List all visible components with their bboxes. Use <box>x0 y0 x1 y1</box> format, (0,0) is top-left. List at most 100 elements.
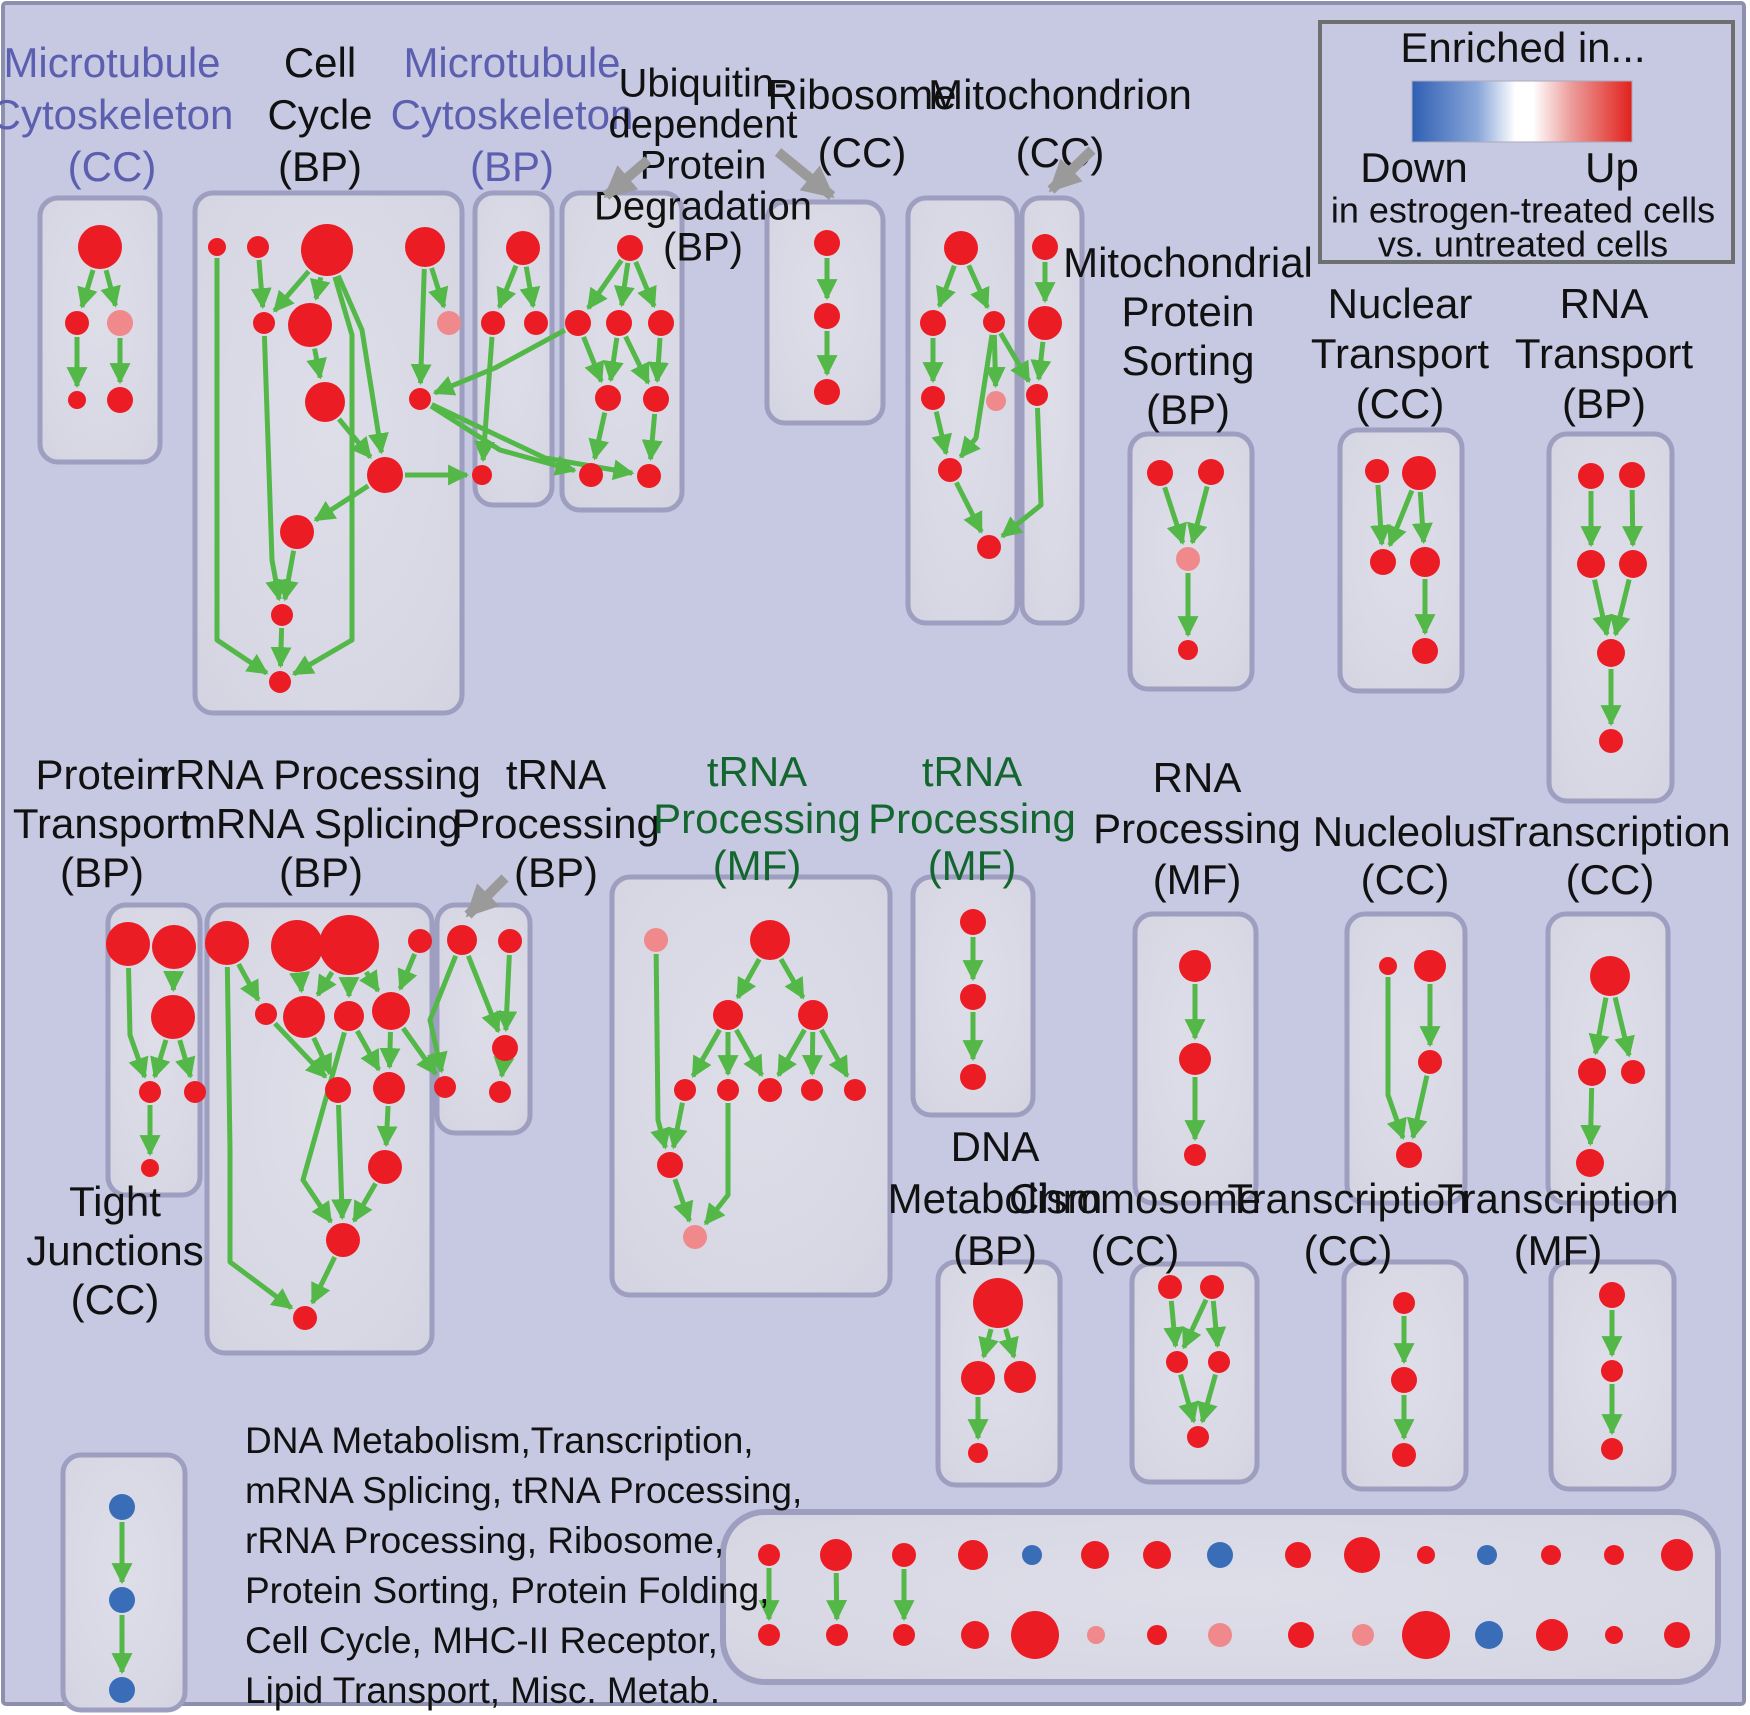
node-rrna-mrna-11 <box>326 1223 360 1257</box>
strip-top-node-14 <box>1661 1539 1693 1571</box>
summary-strip-box <box>720 1509 1721 1685</box>
strip-bottom-node-11 <box>1475 1621 1503 1649</box>
edge-cell-cycle-2 <box>309 276 331 301</box>
node-cell-cycle-12 <box>269 671 291 693</box>
cluster-box-transcription-cc-mid <box>1545 911 1671 1206</box>
node-cell-cycle-8 <box>409 388 431 410</box>
cluster-label-line: (CC) <box>71 1276 160 1323</box>
node-ubiquitin-2 <box>606 310 632 336</box>
cluster-label-rrna-mrna: rRNA Processing mRNA Splicing (BP) <box>161 751 481 896</box>
edge-transcription-cc-mid-2 <box>1580 1087 1602 1147</box>
edge-nucleolus-1 <box>1406 1075 1430 1140</box>
node-trna-mf-2-1 <box>960 984 986 1010</box>
cluster-label-rna-proc-mf: RNA Processing (MF) <box>1093 754 1301 903</box>
cluster-label-line: (CC) <box>1566 856 1655 903</box>
node-trna-bp-4 <box>489 1081 511 1103</box>
node-rna-transport-2 <box>1577 550 1605 578</box>
edge-transcription-cc-mid-0 <box>1588 997 1610 1056</box>
cluster-label-nucleolus: Nucleolus (CC) <box>1313 808 1497 903</box>
node-nuclear-transport-0 <box>1365 459 1389 483</box>
cluster-label-line: Transcription <box>1489 808 1730 855</box>
strip-bottom-node-0 <box>758 1624 780 1646</box>
node-ubiquitin-3 <box>648 310 674 336</box>
node-ribosome-6 <box>977 535 1001 559</box>
edge-cell-cycle-4 <box>428 267 449 309</box>
node-rrna-mrna-8 <box>325 1077 351 1103</box>
strip-bottom-node-10 <box>1402 1611 1450 1659</box>
strip-top-node-13 <box>1604 1545 1624 1565</box>
legend-up-label: Up <box>1585 144 1639 191</box>
node-nuclear-transport-3 <box>1410 547 1440 577</box>
strip-bottom-node-2 <box>893 1624 915 1646</box>
cluster-label-line: mRNA Splicing <box>181 800 461 847</box>
node-trna-mf-1-5 <box>717 1079 739 1101</box>
edge-microtubule-bp-1 <box>519 266 541 309</box>
cluster-label-line: (CC) <box>68 143 157 190</box>
node-transcription-cc-bot-0 <box>1393 1292 1415 1314</box>
cluster-label-line: Ubiquitin- <box>619 62 788 106</box>
cluster-label-line: Degradation <box>594 185 812 229</box>
node-microtubule-cc-3 <box>68 391 86 409</box>
edge-chromosome-4 <box>1197 1373 1218 1424</box>
strip-top-node-10 <box>1417 1546 1435 1564</box>
node-transcription-cc-bot-1 <box>1391 1367 1417 1393</box>
edge-trna-mf-1-0 <box>735 957 762 1000</box>
edge-cell-cycle-9 <box>277 550 299 602</box>
edge-trna-bp-2 <box>493 1056 515 1079</box>
cluster-label-microtubule-bp: Microtubule Cytoskeleton (BP) <box>391 39 634 190</box>
node-nuclear-transport-4 <box>1412 638 1438 664</box>
edge-trna-mf-1-1 <box>778 957 806 1000</box>
edge-ribosome-3 <box>984 334 1006 389</box>
edge-cell-cycle-13 <box>292 276 355 677</box>
cluster-labels: Microtubule Cytoskeleton (CC) Cell Cycle (BP)… <box>0 39 1731 1323</box>
node-chromosome-3 <box>1208 1351 1230 1373</box>
node-mito-sorting-1 <box>1198 459 1224 485</box>
node-rna-proc-mf-2 <box>1184 1144 1206 1166</box>
edge-rrna-mrna-9 <box>379 1031 401 1070</box>
cluster-label-rna-transport: RNA Transport (BP) <box>1515 280 1694 427</box>
node-rna-transport-4 <box>1597 639 1625 667</box>
edge-trna-mf-1-8 <box>650 953 671 1150</box>
cluster-label-cell-cycle: Cell Cycle (BP) <box>267 39 372 190</box>
cluster-label-line: Cytoskeleton <box>391 91 634 138</box>
edge-rrna-mrna-1 <box>289 971 311 994</box>
node-cell-cycle-6 <box>437 311 461 335</box>
cluster-label-tight-junctions: Tight Junctions (CC) <box>26 1178 203 1323</box>
edge-cell-cycle-1 <box>272 269 311 313</box>
node-ubiquitin-5 <box>643 386 669 412</box>
node-microtubule-cc-0 <box>78 225 122 269</box>
edge-trna-mf-1-11 <box>703 1103 731 1226</box>
strip-top-node-7 <box>1207 1542 1233 1568</box>
cross-edge-4 <box>998 331 1032 384</box>
cluster-label-line: (BP) <box>953 1227 1037 1274</box>
edge-cell-cycle-5 <box>306 348 327 380</box>
cross-edge-5 <box>1000 407 1044 539</box>
cluster-label-nuclear-transport: Nuclear Transport (CC) <box>1311 280 1490 427</box>
edge-trna-mf-1-2 <box>690 1028 722 1078</box>
cluster-label-transcription-cc-mid: Transcription (CC) <box>1489 808 1730 903</box>
node-chromosome-1 <box>1200 1275 1224 1299</box>
edge-rrna-mrna-13 <box>310 1255 337 1305</box>
edge-protein-transport-3 <box>175 1039 196 1079</box>
cluster-label-line: Cycle <box>267 91 372 138</box>
cluster-box-ribosome <box>905 195 1020 626</box>
node-rna-transport-5 <box>1599 729 1623 753</box>
node-microtubule-bp-1 <box>481 311 505 335</box>
cluster-box-nucleolus <box>1344 911 1468 1206</box>
cluster-label-line: (BP) <box>1562 380 1646 427</box>
strip-top-node-5 <box>1081 1541 1109 1569</box>
cluster-label-line: Transcription <box>1227 1175 1468 1222</box>
misc-categories-line: Protein Sorting, Protein Folding, <box>245 1570 769 1611</box>
node-dna-metabolism-2 <box>1004 1361 1036 1393</box>
cluster-label-ubiquitin: Ubiquitin-dependent Protein Degradation (BP… <box>594 62 812 270</box>
node-ubiquitin-7 <box>637 464 661 488</box>
edge-nuclear-transport-2 <box>1411 491 1433 545</box>
node-rrna-mrna-5 <box>283 996 325 1038</box>
edge-cell-cycle-0 <box>250 259 272 310</box>
cluster-label-line: tRNA <box>707 748 807 795</box>
node-cell-cycle-10 <box>280 515 314 549</box>
node-protein-transport-2 <box>151 995 195 1039</box>
node-protein-transport-1 <box>152 925 196 969</box>
